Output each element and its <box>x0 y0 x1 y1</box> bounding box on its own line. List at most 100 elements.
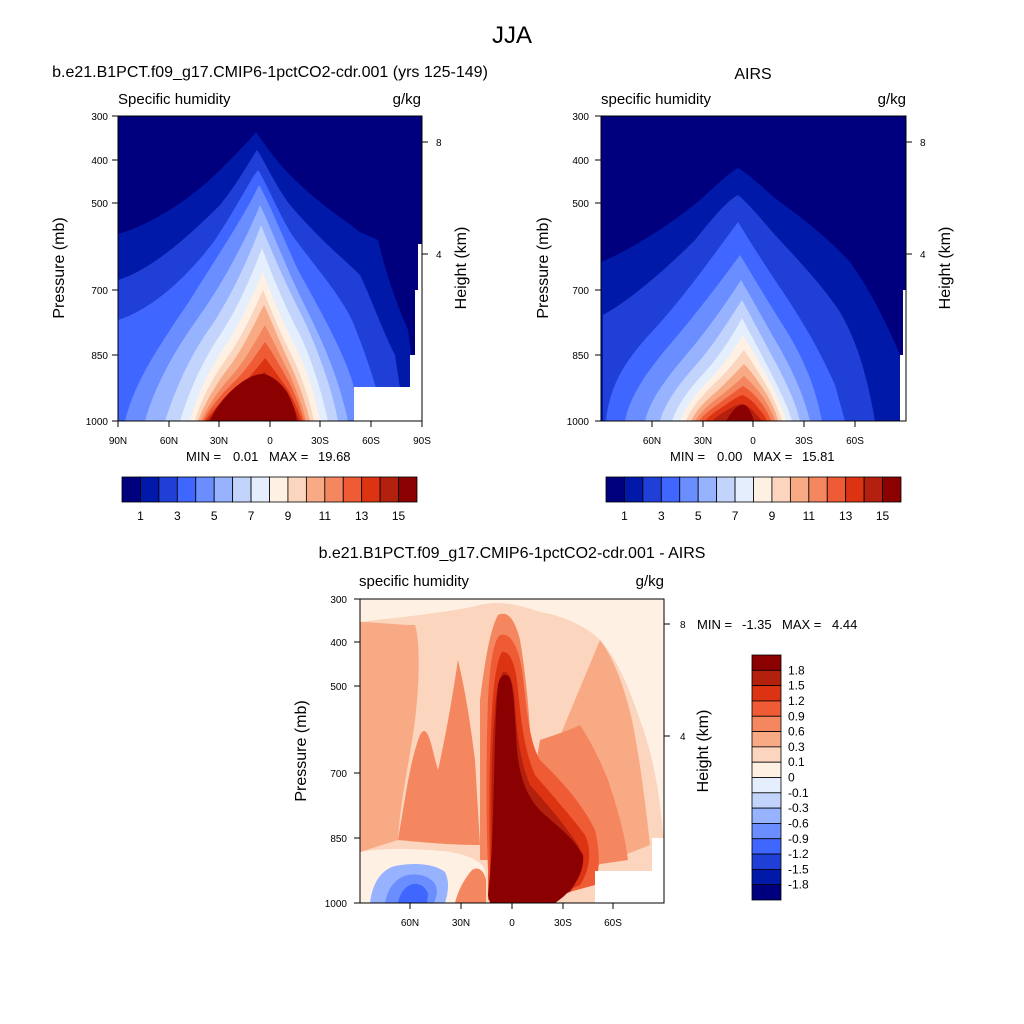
colorbar-label: 9 <box>285 509 292 523</box>
panel-airs-y2axis: 8 4 Height (km) <box>906 138 954 309</box>
x-tick-label: 60S <box>362 436 380 447</box>
y-tick-label: 400 <box>91 156 108 167</box>
y-tick-label: 1000 <box>86 417 109 428</box>
y2-tick-label: 4 <box>680 732 686 743</box>
missing-data-region <box>903 290 906 360</box>
colorbar-label: -0.1 <box>788 786 809 800</box>
contour-band-0.1 <box>360 599 664 842</box>
colorbar-swatch <box>863 476 883 503</box>
x-tick-label: 0 <box>509 918 515 929</box>
panel-model: b.e21.B1PCT.f09_g17.CMIP6-1pctCO2-cdr.00… <box>51 64 488 523</box>
colorbar-label: 13 <box>355 509 369 523</box>
colorbar-label: 15 <box>392 509 406 523</box>
x-tick-label: 60S <box>846 436 864 447</box>
x-tick-label: 0 <box>267 436 273 447</box>
y-axis-label: Pressure (mb) <box>293 700 310 801</box>
colorbar-label: -1.8 <box>788 878 809 892</box>
y-tick-label: 1000 <box>325 899 348 910</box>
colorbar-swatch <box>789 476 810 503</box>
x-tick-label: 30N <box>694 436 712 447</box>
y-tick-label: 850 <box>330 834 347 845</box>
colorbar-swatch <box>605 476 625 503</box>
colorbar-label: 0.1 <box>788 755 805 769</box>
colorbar-swatch <box>751 746 782 763</box>
colorbar-swatch <box>361 476 381 503</box>
panel-diff-xaxis: 60N 30N 0 30S 60S <box>401 903 622 929</box>
colorbar-label: 1.2 <box>788 694 805 708</box>
max-label: MAX = <box>269 449 308 464</box>
colorbar-swatch <box>250 476 270 503</box>
panel-diff: b.e21.B1PCT.f09_g17.CMIP6-1pctCO2-cdr.00… <box>293 545 857 929</box>
colorbar-label: 9 <box>769 509 776 523</box>
min-value: 0.00 <box>717 449 742 464</box>
y-tick-label: 850 <box>91 351 108 362</box>
contour-band-15 <box>210 374 297 421</box>
x-tick-label: 90S <box>413 436 431 447</box>
panel-model-variable: Specific humidity <box>118 91 231 108</box>
max-value: 4.44 <box>832 617 857 632</box>
colorbar-label: -1.2 <box>788 847 809 861</box>
missing-data-region <box>415 290 422 360</box>
panel-airs-stats: MIN = 0.00 MAX = 15.81 <box>670 449 835 464</box>
panel-model-units: g/kg <box>393 91 421 108</box>
missing-data-region <box>900 355 906 421</box>
panel-airs-units: g/kg <box>878 91 906 108</box>
colorbar-label: 1 <box>137 509 144 523</box>
y2-tick-label: 8 <box>920 138 926 149</box>
colorbar-swatch <box>213 476 234 503</box>
colorbar-swatch <box>232 476 252 503</box>
contour-band-peak <box>488 674 584 903</box>
x-tick-label: 30N <box>452 918 470 929</box>
colorbar-swatch <box>398 476 418 503</box>
y2-axis-label: Height (km) <box>937 227 954 310</box>
colorbar-swatch <box>751 761 782 778</box>
colorbar-label: 1.8 <box>788 663 805 677</box>
y-tick-label: 500 <box>330 682 347 693</box>
y-axis-label: Pressure (mb) <box>51 217 68 318</box>
colorbar-swatch <box>342 476 363 503</box>
colorbar-label: 5 <box>695 509 702 523</box>
missing-data-region <box>410 355 422 395</box>
colorbar-label: -0.6 <box>788 816 809 830</box>
colorbar-swatch <box>751 669 782 687</box>
panel-airs-title: AIRS <box>734 66 771 83</box>
colorbar-swatch <box>751 700 782 717</box>
figure-title: JJA <box>492 22 532 49</box>
contour-band-0.6 <box>360 622 419 852</box>
x-tick-label: 30N <box>210 436 228 447</box>
colorbar-swatch <box>808 476 828 503</box>
colorbar-label: 0.9 <box>788 709 805 723</box>
y-tick-label: 400 <box>330 638 347 649</box>
panel-model-stats: MIN = 0.01 MAX = 19.68 <box>186 449 351 464</box>
panel-model-yaxis: 300 400 500 700 850 1000 Pressure (mb) <box>51 112 118 428</box>
colorbar-swatch <box>287 476 307 503</box>
colorbar-label: 15 <box>876 509 890 523</box>
y-tick-label: 400 <box>572 156 589 167</box>
x-tick-label: 30S <box>795 436 813 447</box>
panel-diff-variable: specific humidity <box>359 573 470 590</box>
colorbar-swatch <box>751 868 782 886</box>
max-label: MAX = <box>753 449 792 464</box>
y2-axis-label: Height (km) <box>695 710 712 793</box>
contour-band-0.9 <box>455 868 486 903</box>
colorbar-swatch <box>826 476 847 503</box>
contour-band-neg-0.9 <box>398 883 428 903</box>
y-tick-label: 500 <box>91 199 108 210</box>
missing-data-region <box>652 838 664 878</box>
colorbar-swatch <box>624 476 644 503</box>
colorbar-swatch <box>195 476 215 503</box>
y2-tick-label: 8 <box>436 138 442 149</box>
contour-band-0.9 <box>398 660 480 845</box>
colorbar-swatch <box>324 476 344 503</box>
colorbar-swatch <box>751 777 782 794</box>
y2-tick-label: 8 <box>680 620 686 631</box>
colorbar-swatch <box>751 654 782 671</box>
panel-airs-variable: specific humidity <box>601 91 712 108</box>
min-value: 0.01 <box>233 449 258 464</box>
colorbar-label: 5 <box>211 509 218 523</box>
x-tick-label: 30S <box>311 436 329 447</box>
colorbar-swatch <box>305 476 326 503</box>
min-label: MIN = <box>186 449 221 464</box>
colorbar-swatch <box>751 731 782 748</box>
y-tick-label: 500 <box>572 199 589 210</box>
